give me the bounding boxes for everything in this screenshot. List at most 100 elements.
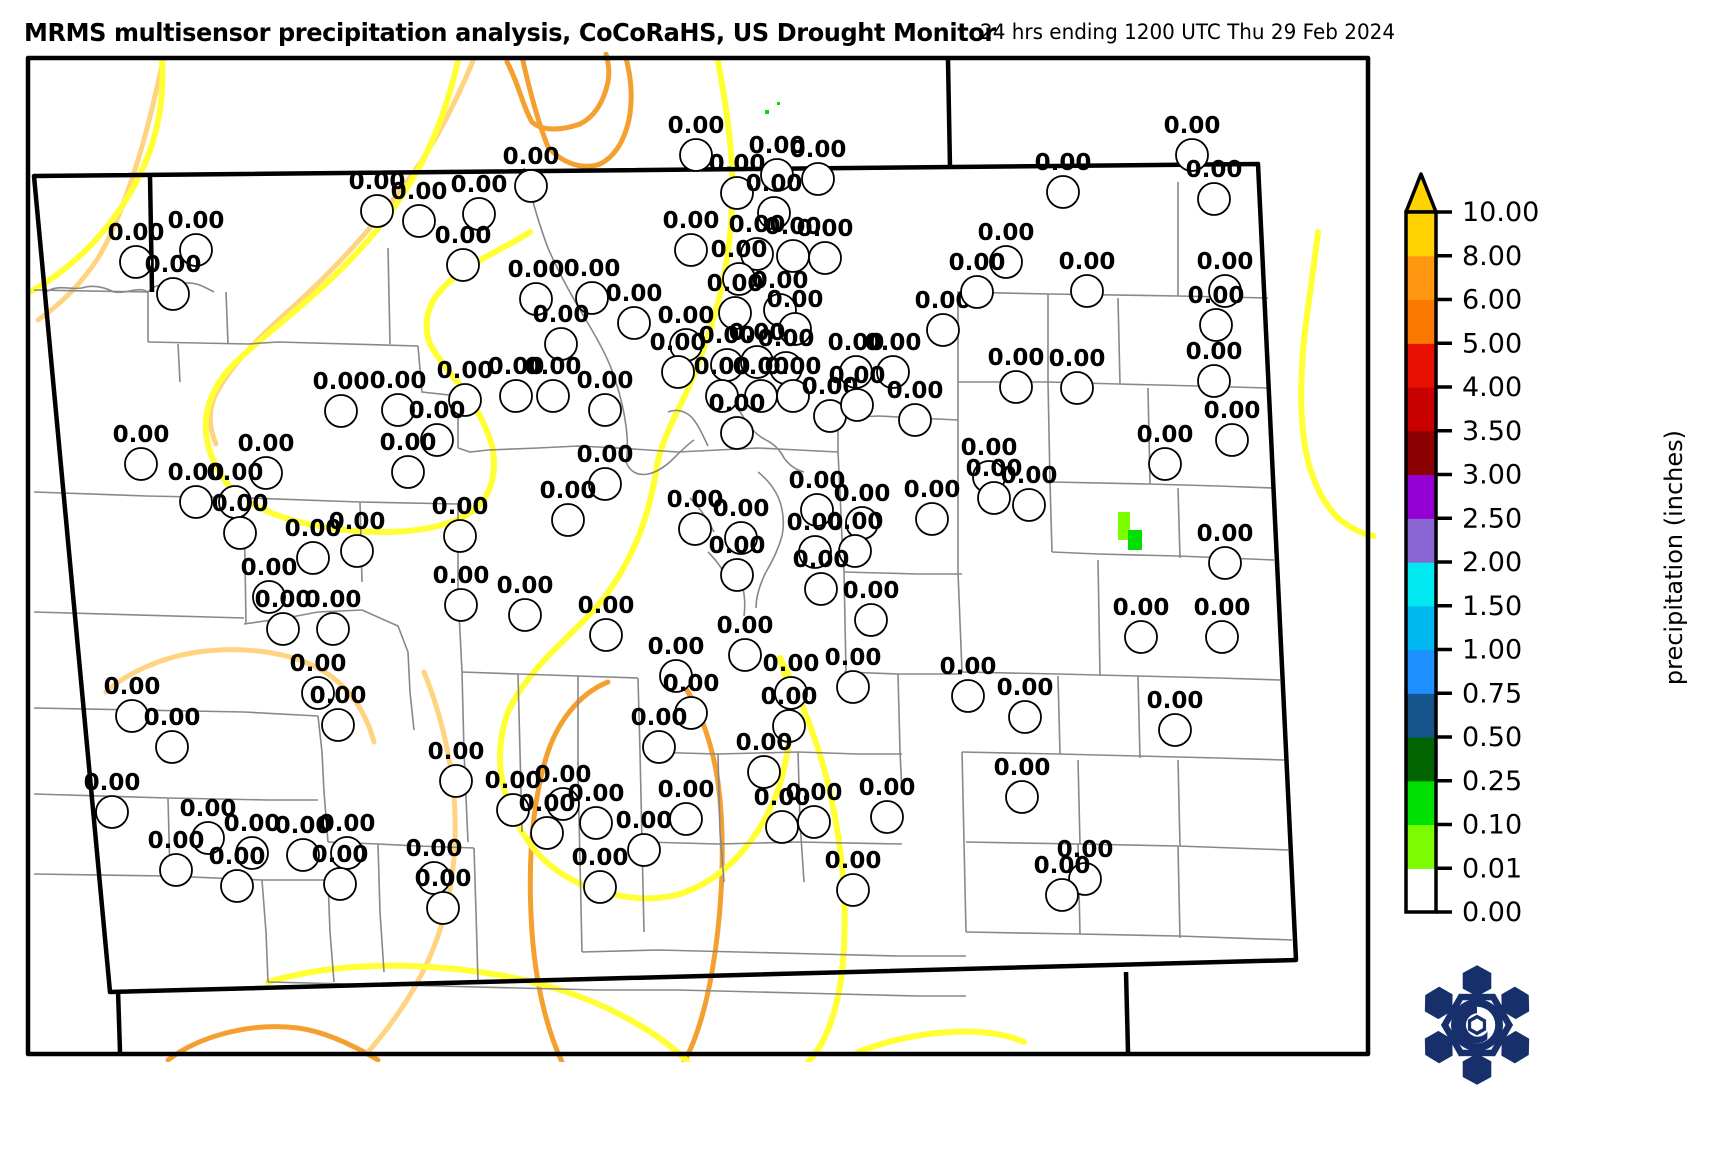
station-observation[interactable]: 0.00 [435, 223, 492, 282]
station-marker[interactable] [235, 836, 269, 870]
station-observation[interactable]: 0.00 [1188, 283, 1245, 342]
station-marker[interactable] [1205, 620, 1239, 654]
colorbar-svg[interactable]: 10.00 8.00 6.00 5.00 4.00 3.50 3.00 2.50 2.00 1.5… [1396, 170, 1696, 960]
station-observation[interactable]: 0.00 [825, 645, 882, 704]
cocorahs-station-layer[interactable]: 0.00 0.000.000.000.00 0.000.000.000.00 0.00… [84, 113, 1261, 925]
station-observation[interactable]: 0.00 [793, 547, 850, 606]
station-marker[interactable] [1046, 175, 1080, 209]
station-observation[interactable]: 0.00 [859, 775, 916, 834]
station-observation[interactable]: 0.00 [1204, 398, 1261, 457]
station-observation[interactable]: 0.00 [709, 391, 766, 450]
station-observation[interactable]: 0.00 [658, 777, 715, 836]
station-marker[interactable] [508, 598, 542, 632]
station-marker[interactable] [757, 196, 791, 230]
station-observation[interactable]: 0.00 [428, 739, 485, 798]
station-observation[interactable]: 0.00 [668, 113, 725, 172]
station-marker[interactable] [530, 816, 564, 850]
station-observation[interactable]: 0.00 [786, 780, 843, 839]
station-marker[interactable] [588, 467, 622, 501]
station-marker[interactable] [156, 277, 190, 311]
station-observation[interactable]: 0.00 [749, 133, 806, 192]
station-marker[interactable] [776, 379, 810, 413]
station-observation[interactable]: 0.00 [432, 494, 489, 553]
station-observation[interactable]: 0.00 [763, 651, 820, 710]
station-observation[interactable]: 0.00 [711, 237, 768, 296]
station-observation[interactable]: 0.00 [713, 496, 770, 555]
station-observation[interactable]: 0.00 [717, 613, 774, 672]
station-observation[interactable]: 0.00 [1186, 339, 1243, 398]
station-observation[interactable]: 0.00 [488, 354, 545, 413]
station-marker[interactable] [836, 670, 870, 704]
station-observation[interactable]: 0.00 [577, 442, 634, 501]
station-observation[interactable]: 0.00 [694, 354, 751, 413]
station-marker[interactable] [1175, 138, 1209, 172]
station-marker[interactable] [804, 572, 838, 606]
station-marker[interactable] [674, 696, 708, 730]
station-observation[interactable]: 0.00 [829, 363, 886, 422]
station-marker[interactable] [617, 306, 651, 340]
station-marker[interactable] [1124, 620, 1158, 654]
station-observation[interactable]: 0.00 [533, 302, 590, 361]
station-marker[interactable] [1008, 700, 1042, 734]
station-observation[interactable]: 0.00 [207, 460, 264, 519]
station-observation[interactable]: 0.00 [1049, 346, 1106, 405]
station-marker[interactable] [720, 416, 754, 450]
station-observation[interactable]: 0.00 [275, 813, 332, 872]
station-marker[interactable] [179, 233, 213, 267]
station-marker[interactable] [740, 237, 774, 271]
station-observation[interactable]: 0.00 [1001, 463, 1058, 522]
station-observation[interactable]: 0.00 [746, 171, 803, 230]
station-observation[interactable]: 0.00 [391, 179, 448, 238]
station-observation[interactable]: 0.00 [1186, 157, 1243, 216]
station-marker[interactable] [119, 245, 153, 279]
station-marker[interactable] [448, 383, 482, 417]
station-marker[interactable] [1005, 780, 1039, 814]
station-marker[interactable] [1197, 364, 1231, 398]
station-observation[interactable]: 0.00 [754, 785, 811, 844]
station-marker[interactable] [720, 558, 754, 592]
station-observation[interactable]: 0.00 [255, 587, 312, 646]
station-marker[interactable] [728, 638, 762, 672]
station-marker[interactable] [296, 541, 330, 575]
station-observation[interactable]: 0.00 [736, 730, 793, 789]
station-marker[interactable] [926, 313, 960, 347]
precipitation-map[interactable]: 0.00 0.00 0.00 0.00 0.00 0.00 0.00 0.00 0.00 0.00… [18, 52, 1376, 1062]
station-observation[interactable]: 0.00 [497, 573, 554, 632]
station-marker[interactable] [588, 393, 622, 427]
station-marker[interactable] [1208, 546, 1242, 580]
station-observation[interactable]: 0.00 [238, 431, 295, 490]
colorbar[interactable]: 10.00 8.00 6.00 5.00 4.00 3.50 3.00 2.50 2.00 1.5… [1396, 170, 1696, 960]
station-observation[interactable]: 0.00 [148, 828, 205, 887]
station-observation[interactable]: 0.00 [1059, 249, 1116, 308]
station-marker[interactable] [544, 327, 578, 361]
station-marker[interactable] [854, 603, 888, 637]
station-observation[interactable]: 0.00 [650, 330, 707, 389]
station-observation[interactable]: 0.00 [789, 468, 846, 527]
station-observation[interactable]: 0.00 [241, 555, 298, 614]
station-observation[interactable]: 0.00 [84, 770, 141, 829]
station-observation[interactable]: 0.00 [572, 845, 629, 904]
station-marker[interactable] [381, 393, 415, 427]
station-observation[interactable]: 0.00 [209, 844, 266, 903]
station-marker[interactable] [191, 821, 225, 855]
station-observation[interactable]: 0.00 [319, 811, 376, 870]
station-observation[interactable]: 0.00 [994, 755, 1051, 814]
station-observation[interactable]: 0.00 [329, 509, 386, 568]
station-observation[interactable]: 0.00 [409, 398, 466, 457]
station-observation[interactable]: 0.00 [606, 281, 663, 340]
station-marker[interactable] [898, 403, 932, 437]
station-marker[interactable] [514, 169, 548, 203]
station-marker[interactable] [551, 503, 585, 537]
station-marker[interactable] [765, 810, 799, 844]
station-observation[interactable]: 0.00 [380, 430, 437, 489]
station-observation[interactable]: 0.00 [940, 654, 997, 713]
station-marker[interactable] [223, 516, 257, 550]
station-observation[interactable]: 0.00 [802, 374, 859, 433]
station-marker[interactable] [876, 355, 910, 389]
station-marker[interactable] [870, 800, 904, 834]
station-observation[interactable]: 0.00 [667, 487, 724, 546]
station-marker[interactable] [589, 618, 623, 652]
station-observation[interactable]: 0.00 [568, 781, 625, 840]
station-observation[interactable]: 0.00 [709, 151, 766, 210]
station-marker[interactable] [774, 676, 808, 710]
